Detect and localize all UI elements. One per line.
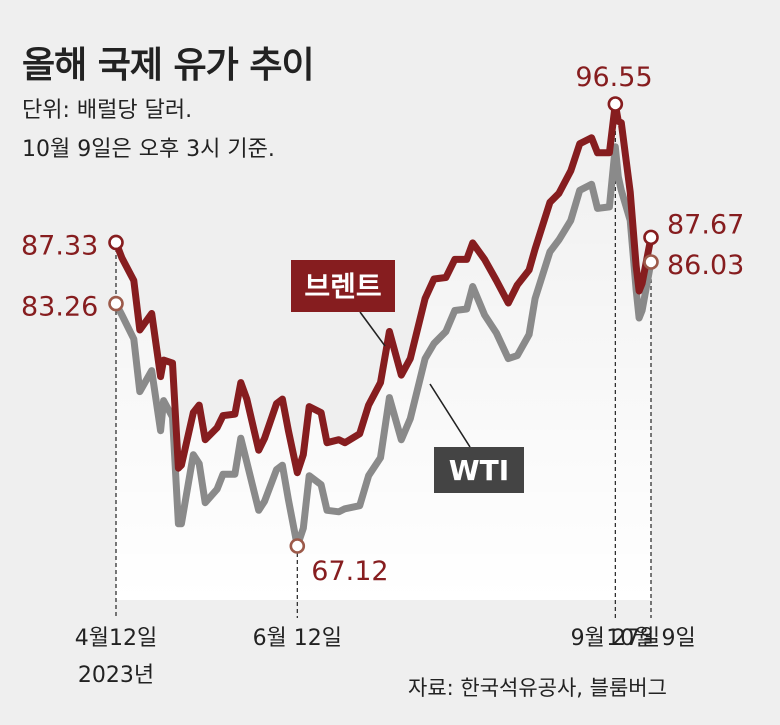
annotation-value-label: 87.67 (667, 209, 744, 240)
wti-leader-line (429, 383, 471, 448)
annotation-marker (108, 295, 124, 312)
annotation-marker (108, 234, 124, 251)
brent-label-box (291, 260, 395, 312)
annotation-marker (607, 96, 624, 112)
annotation-marker (289, 538, 306, 554)
x-tick-label: 6월 12일 (253, 626, 342, 651)
chart-title: 올해 국제 유가 추이 (22, 45, 315, 86)
x-tick-label: 10월 9일 (606, 626, 695, 651)
brent-series-line (112, 100, 655, 477)
x-tick-label: 9월 27일 (571, 626, 660, 651)
annotation-value-label: 86.03 (667, 250, 744, 281)
x-tick-label: 4월12일 (75, 626, 157, 651)
wti-label-box (434, 447, 524, 493)
annotation-value-label: 83.26 (21, 292, 98, 323)
brent-leader-line (359, 311, 386, 347)
brent-series-label: 브렌트 (304, 270, 381, 303)
annotation-value-label: 87.33 (21, 230, 98, 261)
annotation-marker (643, 229, 659, 246)
source-note: 자료: 한국석유공사, 블룸버그 (408, 676, 667, 700)
annotation-marker (643, 254, 659, 270)
annotation-value-label: 96.55 (575, 62, 652, 93)
wti-series-label: WTI (449, 454, 509, 487)
wti-series-line (112, 143, 655, 550)
x-tick-label-year: 2023년 (78, 663, 154, 688)
time-note: 10월 9일은 오후 3시 기준. (22, 137, 275, 162)
annotation-value-label: 67.12 (311, 556, 388, 587)
unit-note: 단위: 배럴당 달러. (22, 98, 193, 123)
